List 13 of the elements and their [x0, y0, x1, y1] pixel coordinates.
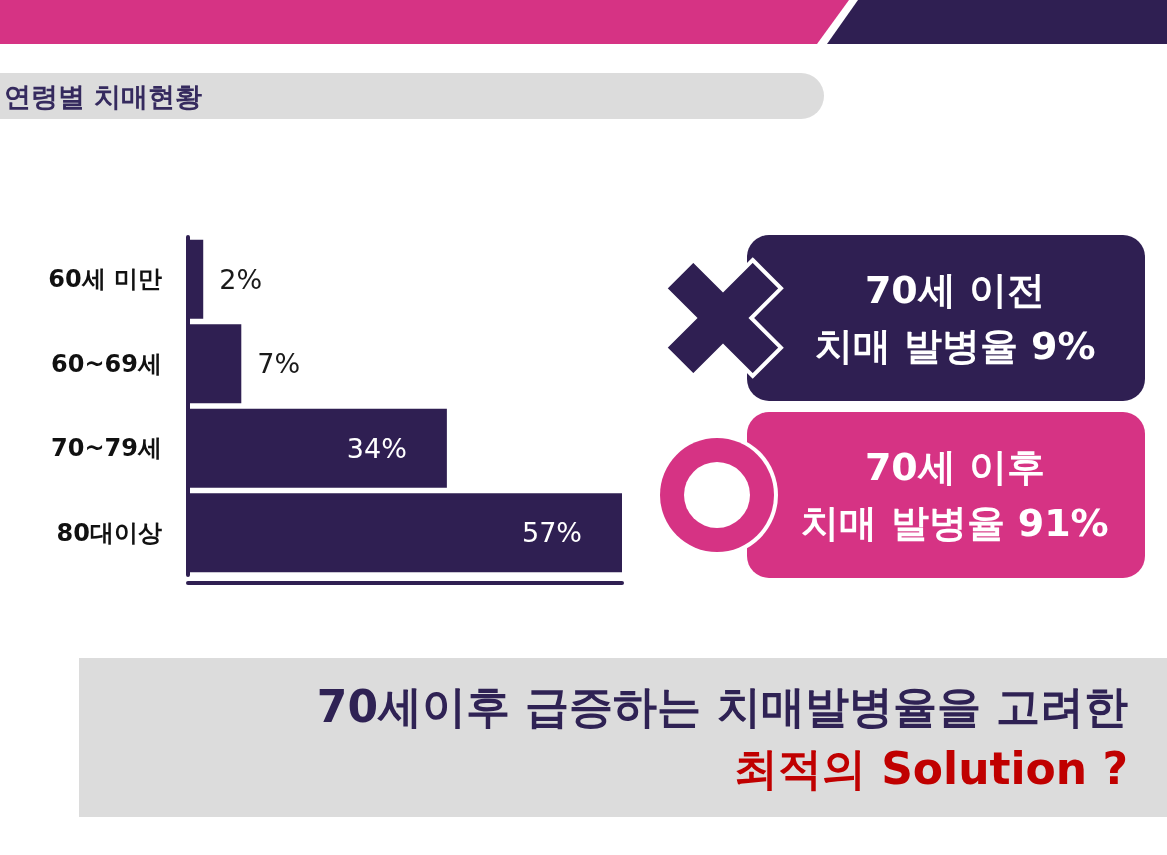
y-tick-label: 80대이상 [56, 518, 162, 547]
data-label: 2% [219, 263, 263, 295]
y-tick-label: 60~69세 [51, 349, 162, 378]
title-banner: 연령별 치매현황 [0, 73, 824, 119]
data-label: 7% [257, 348, 301, 380]
callout-box: 70세 이후 치매 발병율 91% [747, 412, 1145, 578]
y-tick-label: 60세 미만 [48, 265, 162, 294]
data-label: 34% [346, 432, 407, 464]
y-tick-label: 70~79세 [51, 434, 162, 463]
data-label: 57% [521, 517, 582, 549]
message-panel: 70세이후 급증하는 치매발병율을 고려한 최적의 Solution ? [79, 658, 1167, 817]
callout-box: 70세 이전 치매 발병율 9% [747, 235, 1145, 401]
chart-title: 연령별 치매현황 [4, 80, 203, 114]
